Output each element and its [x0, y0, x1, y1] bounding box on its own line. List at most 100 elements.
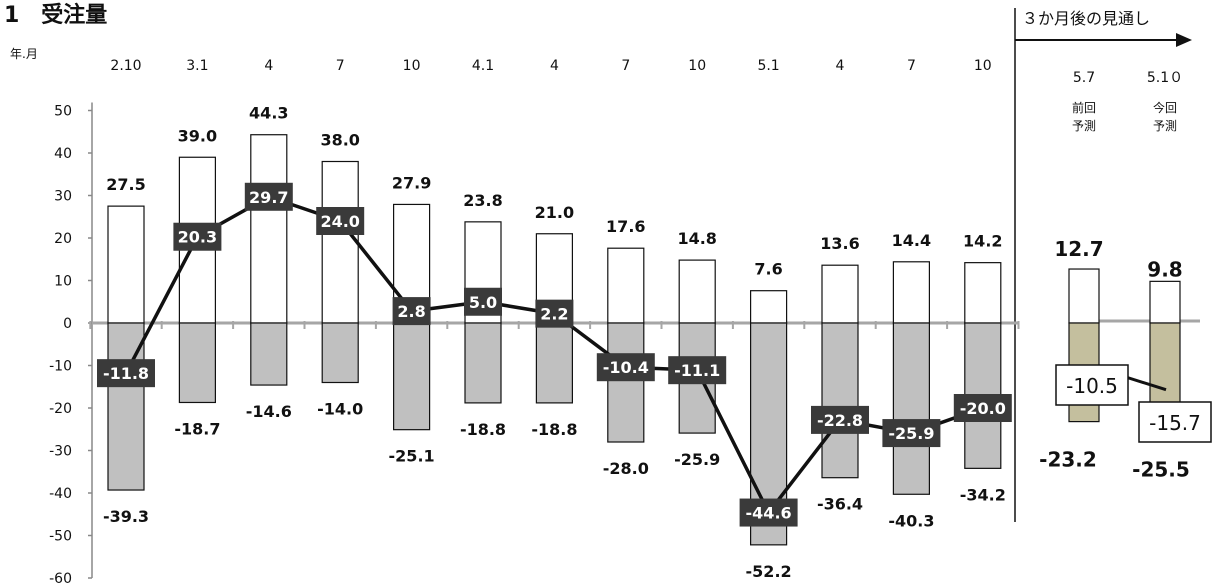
- di-label: -22.8: [817, 411, 863, 430]
- bar-decrease-label: -28.0: [603, 459, 649, 478]
- x-tick-label: 4.1: [472, 58, 494, 74]
- bar-increase-label: 7.6: [754, 260, 782, 279]
- forecast-di-label: -10.5: [1066, 374, 1118, 398]
- di-label: -10.4: [603, 358, 649, 377]
- x-tick-label: 2.10: [110, 58, 141, 74]
- bar-increase: [678, 259, 716, 324]
- di-label: 29.7: [249, 188, 288, 207]
- x-tick-label: 10: [403, 58, 421, 74]
- x-tick-label: 4: [264, 58, 273, 74]
- y-tick-label: -20: [49, 401, 72, 417]
- forecast-sub-label: 前回: [1072, 100, 1096, 115]
- bar-increase-label: 14.4: [892, 231, 931, 250]
- bar-decrease-label: -18.8: [531, 420, 577, 439]
- forecast-increase-label: 12.7: [1054, 237, 1103, 261]
- forecast-bar-increase: [1149, 280, 1181, 324]
- chart-title: 1 受注量: [4, 2, 107, 28]
- x-tick-label: 7: [336, 58, 345, 74]
- bar-decrease: [535, 322, 574, 404]
- di-label: -11.1: [674, 361, 720, 380]
- bar-increase-label: 23.8: [463, 191, 502, 210]
- bar-increase: [321, 160, 359, 324]
- x-tick-label: 7: [621, 58, 630, 74]
- di-label-box: [739, 498, 798, 527]
- di-label: 5.0: [469, 293, 497, 312]
- di-label: -25.9: [888, 424, 934, 443]
- bar-decrease: [321, 322, 359, 384]
- bar-increase-label: 21.0: [535, 203, 574, 222]
- bar-decrease: [250, 322, 288, 386]
- y-tick-label: -30: [49, 444, 72, 460]
- y-tick-label: -10: [49, 359, 72, 375]
- bar-decrease-label: -39.3: [103, 507, 149, 526]
- forecast-sub-label: 今回: [1153, 100, 1177, 115]
- di-label-box: [535, 299, 574, 328]
- bar-decrease: [821, 322, 859, 479]
- bar-increase: [892, 261, 931, 324]
- di-label: 24.0: [320, 212, 359, 231]
- x-tick-label: 10: [974, 58, 992, 74]
- value-labels: 27.5 39.0 44.3 38.0 27.9 23.8 21.0 17.6 14.8 7.6 1…: [97, 104, 1012, 581]
- bar-increase-label: 27.5: [106, 175, 145, 194]
- bar-increase: [964, 262, 1002, 324]
- bar-increase: [821, 264, 859, 324]
- forecast-increase-label: 9.8: [1147, 257, 1182, 281]
- bar-increase-label: 13.6: [820, 234, 859, 253]
- y-tick-label: -60: [49, 571, 72, 587]
- x-tick-label: 5.1: [757, 58, 779, 74]
- forecast-period-label: 5.1０: [1147, 70, 1183, 86]
- bar-decrease-label: -25.9: [674, 450, 720, 469]
- bar-increase-label: 38.0: [320, 131, 359, 150]
- x-tick-label: 7: [907, 58, 916, 74]
- bar-increase-label: 44.3: [249, 104, 288, 123]
- forecast-bar-increase: [1068, 268, 1100, 324]
- forecast-di-label: -15.7: [1149, 411, 1201, 435]
- bar-decrease: [393, 322, 431, 431]
- y-tick-label: 40: [54, 146, 72, 162]
- di-label-box: [596, 353, 655, 382]
- x-tick-label: 4: [550, 58, 559, 74]
- di-label-box: [173, 222, 222, 251]
- bar-decrease: [464, 322, 502, 404]
- y-tick-label: -40: [49, 486, 72, 502]
- y-tick-label: 50: [54, 104, 72, 120]
- bar-increase-label: 14.2: [963, 232, 1002, 251]
- forecast-sub-label: 予測: [1153, 119, 1177, 133]
- bar-increase-label: 14.8: [677, 229, 716, 248]
- bar-increase-label: 17.6: [606, 217, 645, 236]
- di-label-box: [316, 207, 365, 235]
- bar-increase: [107, 205, 145, 324]
- bar-decrease: [178, 322, 216, 404]
- bar-decrease-label: -14.0: [317, 400, 363, 419]
- x-unit-label: 年.月: [10, 47, 38, 61]
- y-tick-label: 30: [54, 189, 72, 205]
- bar-decrease-label: -18.7: [174, 419, 220, 438]
- di-label: 2.2: [540, 305, 568, 324]
- bar-increase: [749, 290, 788, 324]
- di-label-box: [811, 405, 869, 434]
- y-tick-label: 20: [54, 231, 72, 247]
- di-label: -11.8: [103, 364, 149, 383]
- forecast-di-box: [1138, 401, 1212, 443]
- x-tick-label: 3.1: [186, 58, 208, 74]
- forecast-decrease-label: -23.2: [1039, 448, 1097, 472]
- y-axis: 50 40 30 20 10 0 -10 -20 -30 -40 -50 -60: [49, 102, 93, 587]
- bar-decrease: [892, 322, 931, 495]
- y-tick-label: 10: [54, 274, 72, 290]
- di-label-box: [464, 287, 502, 316]
- di-label-box: [97, 359, 155, 388]
- bars: [107, 134, 1002, 546]
- y-tick-label: -50: [49, 529, 72, 545]
- bar-decrease: [607, 322, 645, 443]
- bar-decrease-label: -52.2: [746, 562, 792, 581]
- di-label-box: [392, 297, 431, 326]
- bar-decrease-label: -18.8: [460, 420, 506, 439]
- di-label: 20.3: [178, 228, 217, 247]
- bar-decrease-label: -25.1: [389, 447, 435, 466]
- x-tick-label: 4: [836, 58, 845, 74]
- bar-decrease-label: -34.2: [960, 485, 1006, 504]
- forecast-sub-label: 予測: [1072, 119, 1096, 133]
- forecast-di-box: [1055, 364, 1129, 406]
